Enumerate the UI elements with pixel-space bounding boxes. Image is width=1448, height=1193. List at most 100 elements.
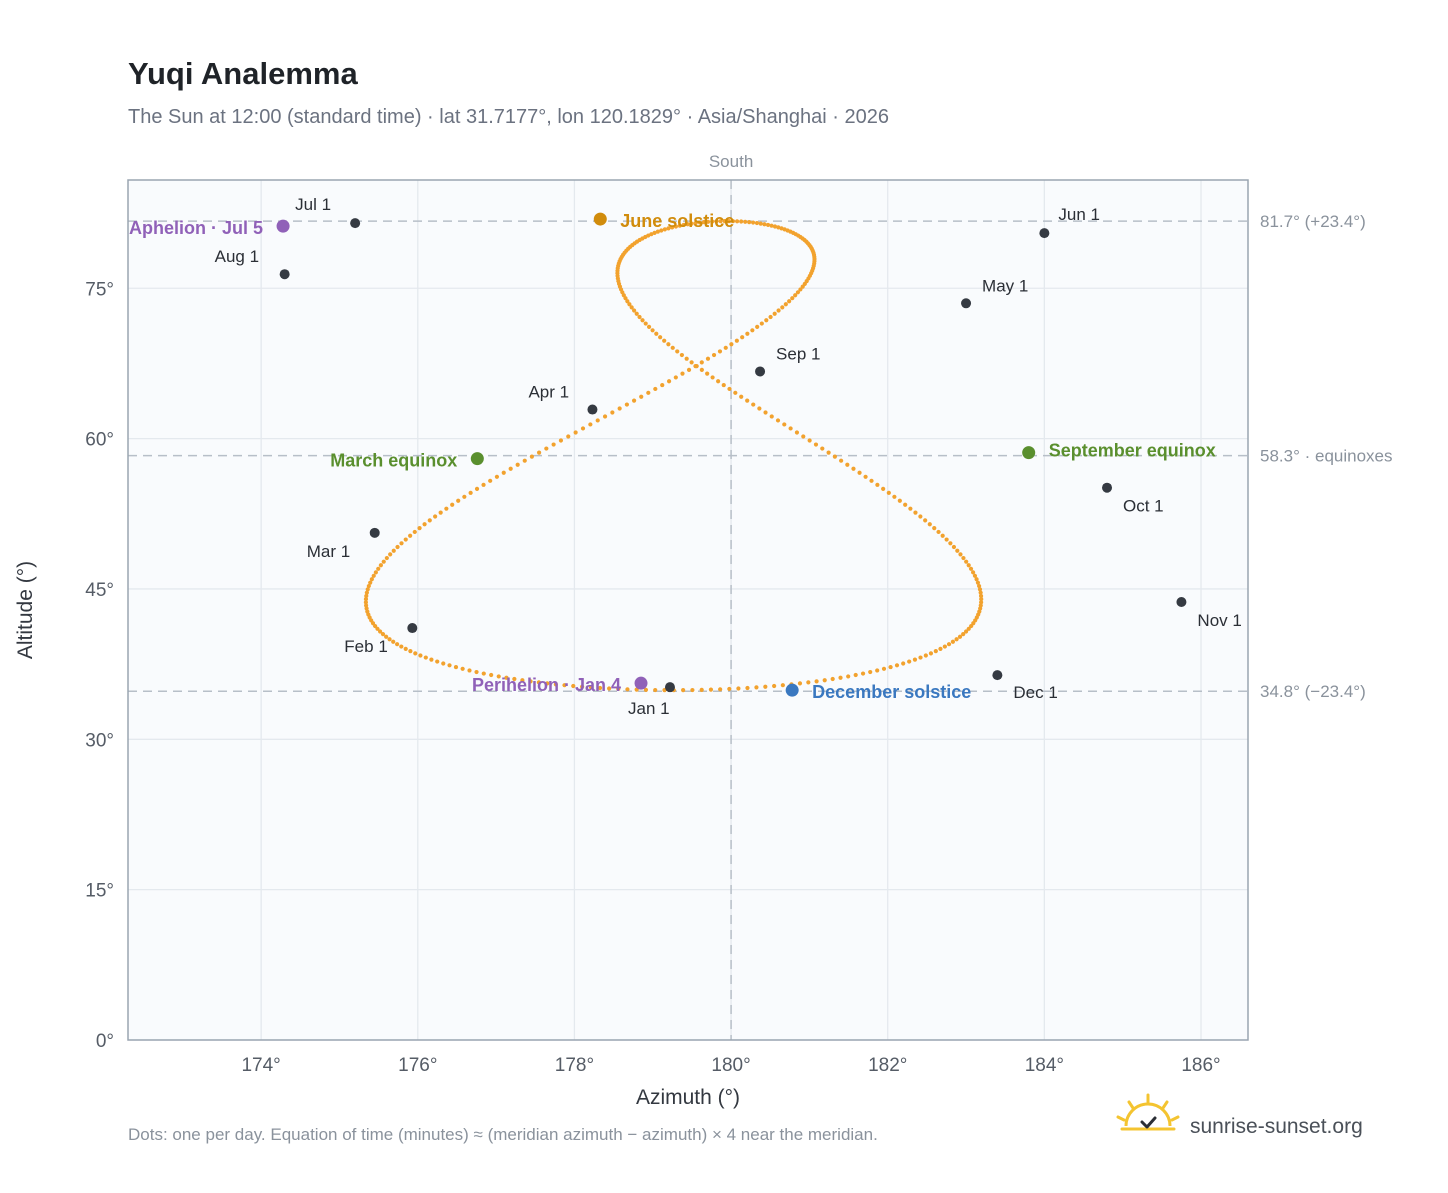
month-marker <box>961 298 972 309</box>
analemma-dot <box>637 314 642 320</box>
analemma-dot <box>722 219 727 224</box>
event-marker <box>785 683 799 697</box>
analemma-dot <box>384 634 389 639</box>
analemma-dot <box>681 688 686 693</box>
analemma-dot <box>868 669 873 675</box>
analemma-dot <box>901 661 906 666</box>
month-marker <box>1102 482 1113 493</box>
month-label: Feb 1 <box>344 637 387 656</box>
analemma-dot <box>705 219 711 224</box>
analemma-dot <box>429 657 434 662</box>
analemma-dot <box>597 685 603 691</box>
brand-name[interactable]: sunrise-sunset.org <box>1190 1115 1363 1138</box>
event-marker <box>470 452 484 466</box>
analemma-dot <box>800 284 805 289</box>
event-label: Aphelion · Jul 5 <box>129 218 263 238</box>
analemma-dot <box>399 541 404 546</box>
analemma-dot <box>978 603 983 608</box>
analemma-dot <box>765 222 771 228</box>
x-axis-label: Azimuth (°) <box>636 1086 740 1109</box>
analemma-dot <box>806 680 811 685</box>
analemma-dot <box>489 672 494 678</box>
month-label: Jan 1 <box>628 699 670 718</box>
reference-lines: 81.7° (+23.4°) 58.3° · equinoxes 34.8° (−2… <box>128 212 1393 701</box>
analemma-dot <box>395 544 400 550</box>
event-marker <box>593 212 607 226</box>
analemma-dot <box>528 679 533 684</box>
analemma-dot <box>652 230 657 235</box>
analemma-dot <box>769 223 774 228</box>
analemma-dot <box>979 597 984 602</box>
event-marker <box>276 219 290 233</box>
analemma-dot <box>474 486 480 491</box>
analemma-dot <box>759 321 764 326</box>
analemma-dot <box>948 541 953 546</box>
analemma-dot <box>629 305 634 310</box>
analemma-dot <box>417 526 422 531</box>
analemma-dot <box>435 659 440 664</box>
analemma-dot <box>653 687 658 693</box>
analemma-dot <box>726 219 732 224</box>
analemma-dot <box>795 290 801 295</box>
analemma-dot <box>886 490 891 495</box>
event-label: September equinox <box>1049 441 1216 461</box>
chart-title: Yuqi Analemma <box>128 56 358 91</box>
analemma-dot <box>875 482 880 487</box>
analemma-dot <box>653 386 658 392</box>
analemma-dot <box>797 681 803 686</box>
analemma-dot <box>686 367 692 372</box>
analemma-dot <box>639 394 644 399</box>
analemma-dot <box>673 224 679 229</box>
analemma-dot <box>845 462 850 467</box>
month-label: Dec 1 <box>1013 683 1057 702</box>
event-marker <box>634 676 648 690</box>
analemma-dot <box>974 577 979 582</box>
analemma-dot <box>413 651 418 656</box>
analemma-dot <box>787 299 792 304</box>
analemma-dot <box>631 308 637 313</box>
analemma-dot <box>553 682 558 687</box>
analemma-dot <box>711 352 717 358</box>
analemma-dot <box>453 664 459 670</box>
analemma-dot <box>388 552 393 557</box>
analemma-dot <box>892 494 897 499</box>
analemma-dot <box>681 222 686 228</box>
analemma-dot <box>381 559 386 564</box>
analemma-dots <box>363 219 984 693</box>
analemma-dot <box>830 676 835 682</box>
analemma-dot <box>745 331 750 336</box>
analemma-dot <box>730 219 736 224</box>
analemma-dot <box>743 219 748 224</box>
y-tick-label: 30° <box>85 730 114 751</box>
analemma-dot <box>571 683 576 689</box>
analemma-dot <box>496 674 501 679</box>
analemma-dot <box>595 418 600 423</box>
analemma-dot <box>933 649 938 654</box>
analemma-dot <box>624 402 629 407</box>
analemma-dot <box>588 422 593 427</box>
analemma-dot <box>474 669 479 675</box>
x-tick-label: 184° <box>1025 1055 1064 1076</box>
month-label: Mar 1 <box>307 542 350 561</box>
reference-line-label: 34.8° (−23.4°) <box>1260 682 1366 701</box>
analemma-dot <box>963 629 969 634</box>
y-tick-label: 45° <box>85 580 114 601</box>
analemma-dot <box>751 402 756 407</box>
analemma-dot <box>923 653 928 658</box>
analemma-dot <box>772 683 777 689</box>
analemma-dot <box>783 302 788 307</box>
analemma-dot <box>978 593 984 599</box>
analemma-dot <box>978 590 983 595</box>
analemma-dot <box>961 555 966 561</box>
y-tick-label: 0° <box>96 1031 114 1052</box>
analemma-dot <box>846 674 851 679</box>
x-tick-label: 174° <box>241 1055 280 1076</box>
analemma-dot <box>515 462 520 467</box>
analemma-dot <box>860 671 866 676</box>
analemma-dot <box>643 321 648 326</box>
analemma-dot <box>634 311 639 316</box>
analemma-dot <box>705 356 711 361</box>
analemma-dot <box>736 686 741 691</box>
analemma-dot <box>944 537 949 542</box>
